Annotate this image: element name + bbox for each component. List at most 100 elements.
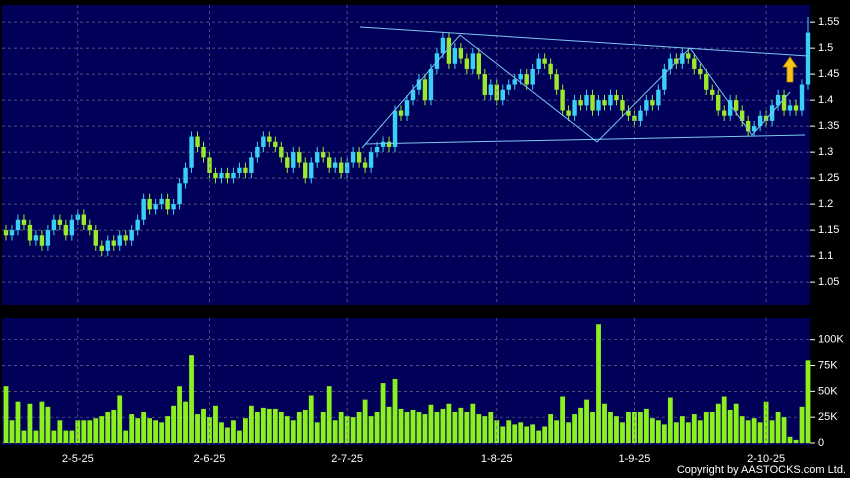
- candle-body: [123, 235, 128, 241]
- candle-body: [680, 53, 685, 64]
- candle-body: [207, 157, 212, 173]
- candle-body: [321, 152, 326, 158]
- volume-bar: [219, 422, 224, 443]
- volume-bar: [739, 416, 745, 443]
- volume-bar: [464, 412, 470, 443]
- candle-body: [751, 126, 757, 132]
- volume-bar: [620, 422, 625, 443]
- candle-body: [476, 53, 482, 75]
- x-tick-label: 2-7-25: [331, 453, 363, 465]
- x-tick-label: 2-10-25: [747, 453, 785, 465]
- candle-body: [374, 146, 380, 153]
- volume-bar: [793, 439, 799, 443]
- candle-body: [231, 172, 236, 179]
- candle-body: [285, 157, 290, 168]
- volume-bar: [51, 430, 57, 443]
- volume-bar: [225, 427, 230, 443]
- candle-body: [428, 68, 434, 101]
- volume-bar: [446, 403, 452, 443]
- candle-body: [93, 230, 98, 246]
- y-tick-label: 0: [818, 437, 824, 449]
- candle-body: [159, 198, 164, 205]
- volume-bar: [183, 401, 188, 443]
- candle-body: [356, 152, 362, 163]
- volume-bar: [685, 422, 691, 443]
- x-tick-label: 1-8-25: [481, 453, 513, 465]
- candle-body: [129, 230, 134, 241]
- volume-bar: [21, 430, 27, 443]
- x-tick-label: 1-9-25: [619, 453, 651, 465]
- candle-body: [781, 94, 787, 111]
- volume-bar: [608, 412, 613, 443]
- candle-body: [404, 100, 410, 116]
- candle-body: [560, 89, 565, 111]
- y-tick-label: 1.55: [818, 16, 839, 28]
- candle-body: [638, 110, 643, 121]
- candle-body: [332, 162, 338, 168]
- candle-body: [45, 230, 51, 246]
- volume-bar: [524, 426, 530, 443]
- volume-bar: [392, 378, 398, 443]
- candle-body: [805, 32, 811, 85]
- candle-body: [488, 84, 493, 95]
- volume-bar: [398, 408, 404, 443]
- y-tick-label: 75K: [818, 359, 838, 371]
- volume-bar: [452, 412, 458, 443]
- volume-bar: [207, 417, 212, 443]
- volume-bar: [500, 426, 506, 443]
- volume-bar: [596, 324, 601, 443]
- volume-bar: [93, 418, 99, 443]
- candle-body: [309, 162, 314, 179]
- volume-bar: [171, 405, 176, 443]
- volume-bar: [27, 403, 33, 443]
- volume-bar: [105, 412, 111, 443]
- candle-body: [500, 89, 505, 101]
- candle-body: [33, 235, 39, 241]
- candle-body: [626, 110, 631, 116]
- volume-bar: [338, 412, 344, 443]
- volume-bar: [141, 412, 147, 443]
- marks: 1.05 1.1 1.15 1.2 1.25 1.3 1.35 1.4 1.45 1.5 1.55 0…: [2, 5, 844, 465]
- volume-bar: [99, 416, 105, 443]
- y-tick-label: 50K: [818, 385, 838, 397]
- candle-body: [739, 110, 745, 121]
- candle-body: [201, 146, 206, 158]
- candle-body: [261, 136, 266, 147]
- volume-bar: [320, 412, 326, 443]
- volume-bar: [302, 409, 308, 443]
- volume-bar: [434, 412, 440, 443]
- candle-body: [3, 230, 9, 236]
- y-tick-label: 100K: [818, 334, 844, 346]
- candle-body: [111, 240, 116, 246]
- volume-bar: [721, 396, 727, 443]
- candle-body: [458, 48, 464, 59]
- candle-body: [512, 79, 517, 85]
- volume-bar: [655, 420, 661, 443]
- volume-bar: [195, 414, 200, 443]
- volume-bar: [560, 396, 566, 443]
- volume-bar: [506, 420, 512, 443]
- volume-bar: [488, 412, 494, 443]
- candle-body: [27, 224, 33, 241]
- candle-body: [452, 48, 458, 64]
- volume-bar: [775, 412, 781, 443]
- candle-body: [315, 152, 320, 163]
- volume-bar: [33, 430, 39, 443]
- candle-body: [793, 105, 799, 111]
- candle-body: [548, 63, 553, 75]
- volume-bar: [799, 406, 805, 443]
- volume-bar: [278, 412, 284, 443]
- volume-bar: [368, 416, 374, 443]
- volume-bar: [584, 399, 589, 443]
- volume-bar: [578, 407, 583, 443]
- candle-body: [584, 94, 589, 106]
- volume-bar: [470, 403, 476, 443]
- candle-body: [632, 115, 637, 121]
- volume-bar: [458, 407, 464, 443]
- candle-body: [578, 100, 583, 106]
- candle-body: [51, 219, 57, 231]
- candle-body: [542, 58, 547, 64]
- volume-bar: [542, 426, 548, 443]
- volume-bar: [691, 414, 697, 443]
- volume-bar: [667, 397, 673, 443]
